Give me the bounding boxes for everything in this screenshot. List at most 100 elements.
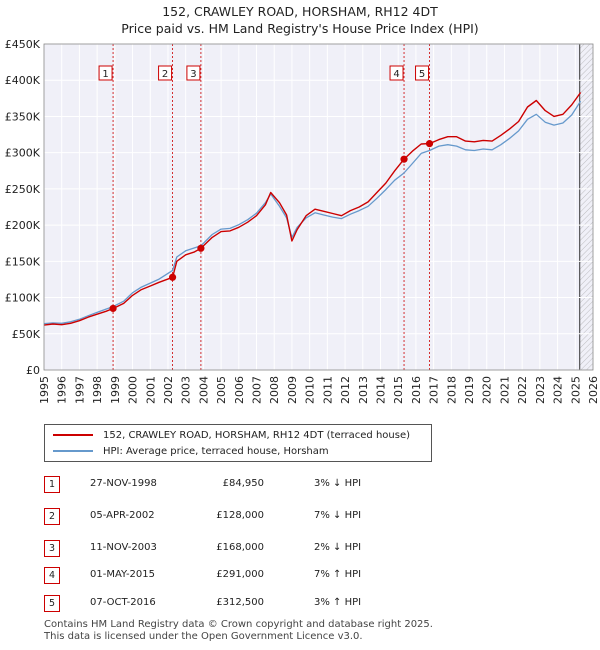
y-tick-label: £0: [26, 364, 40, 377]
sale-row: 5 07-OCT-2016 £312,500 3% ↑ HPI: [44, 593, 384, 613]
x-tick-label: 2019: [463, 376, 476, 404]
hpi-line: [43, 100, 582, 325]
sale-label-text: 3: [190, 69, 196, 80]
sale-hpi-relation: 7% ↓ HPI: [314, 510, 362, 521]
sale-price: £168,000: [216, 542, 264, 553]
sale-row: 2 05-APR-2002 £128,000 7% ↓ HPI: [44, 506, 384, 526]
sale-number-badge: 3: [44, 540, 60, 557]
chart-plot: £0 £50K £100K £150K £200K £250K £300K £350K £400…: [5, 38, 600, 404]
x-tick-label: 2001: [144, 376, 157, 404]
sale-price: £128,000: [216, 510, 264, 521]
x-tick-label: 2013: [357, 376, 370, 404]
x-tick-label: 2022: [516, 376, 529, 404]
sale-label-text: 2: [162, 69, 168, 80]
x-tick-label: 2010: [304, 376, 317, 404]
sale-label-box: [186, 65, 201, 81]
footer-attribution: Contains HM Land Registry data © Crown c…: [44, 619, 433, 643]
sale-point: [400, 155, 408, 163]
plot-background: [44, 44, 593, 370]
sale-row: 1 27-NOV-1998 £84,950 3% ↓ HPI: [44, 474, 384, 494]
sale-date: 11-NOV-2003: [90, 542, 157, 553]
x-tick-label: 2020: [481, 376, 494, 404]
y-tick-label: £250K: [5, 183, 41, 196]
sale-label-text: 1: [102, 69, 108, 80]
property-price-line: [43, 92, 582, 326]
sale-label-box: [158, 65, 173, 81]
x-tick-label: 2005: [215, 376, 228, 404]
forecast-hatch: [579, 44, 593, 370]
x-tick-label: 2017: [428, 376, 441, 404]
x-tick-label: 2007: [251, 376, 264, 404]
y-tick-label: £450K: [5, 38, 41, 51]
sale-point: [197, 244, 205, 252]
x-tick-label: 2026: [587, 376, 600, 404]
sale-label-text: 4: [393, 69, 399, 80]
sale-price: £312,500: [216, 597, 264, 608]
x-tick-label: 2023: [534, 376, 547, 404]
y-tick-label: £300K: [5, 147, 41, 160]
sale-label-box: [415, 65, 430, 81]
plot-border: [43, 43, 594, 371]
x-tick-label: 2025: [569, 376, 582, 404]
sale-point: [109, 304, 117, 313]
sale-hpi-relation: 2% ↓ HPI: [314, 542, 362, 553]
sale-number-badge: 2: [44, 508, 60, 525]
x-tick-label: 2012: [339, 376, 352, 404]
legend-item-property: 152, CRAWLEY ROAD, HORSHAM, RH12 4DT (te…: [53, 427, 410, 443]
sale-hpi-relation: 7% ↑ HPI: [314, 569, 362, 580]
sale-point: [168, 273, 177, 281]
sale-label-text: 5: [419, 69, 425, 80]
sale-date: 01-MAY-2015: [90, 569, 156, 580]
x-tick-label: 2011: [321, 376, 334, 404]
legend-label-property: 152, CRAWLEY ROAD, HORSHAM, RH12 4DT (te…: [103, 429, 411, 441]
x-tick-label: 1998: [91, 376, 104, 404]
sale-label-box: [389, 65, 404, 81]
x-tick-label: 2014: [374, 376, 387, 404]
chart-subtitle: Price paid vs. HM Land Registry's House …: [121, 21, 479, 36]
x-tick-label: 2021: [498, 376, 511, 404]
sale-hpi-relation: 3% ↓ HPI: [314, 478, 362, 489]
x-tick-label: 1999: [109, 376, 122, 404]
sale-row: 4 01-MAY-2015 £291,000 7% ↑ HPI: [44, 565, 384, 585]
x-tick-label: 2004: [197, 376, 210, 404]
y-tick-label: £350K: [5, 110, 41, 123]
x-tick-label: 2018: [445, 376, 458, 404]
sale-hpi-relation: 3% ↑ HPI: [314, 597, 362, 608]
footer-license: This data is licensed under the Open Gov…: [44, 631, 363, 642]
y-tick-label: £400K: [5, 74, 41, 87]
legend-swatch-hpi: [53, 450, 93, 452]
sale-label-box: [98, 65, 113, 81]
y-tick-label: £200K: [5, 219, 41, 232]
y-tick-label: £150K: [5, 255, 41, 268]
x-tick-label: 2002: [162, 376, 175, 404]
sale-price: £84,950: [222, 478, 264, 489]
x-tick-label: 2015: [392, 376, 405, 404]
legend-swatch-property: [53, 434, 93, 436]
chart-title: 152, CRAWLEY ROAD, HORSHAM, RH12 4DT: [162, 4, 438, 19]
x-tick-label: 2024: [552, 376, 565, 404]
sale-number-badge: 1: [44, 476, 60, 493]
footer-copyright: Contains HM Land Registry data © Crown c…: [44, 619, 433, 630]
x-tick-label: 2000: [127, 376, 140, 404]
x-tick-label: 1996: [56, 376, 69, 404]
sale-price: £291,000: [216, 569, 264, 580]
sale-date: 27-NOV-1998: [90, 478, 157, 489]
x-tick-label: 2008: [268, 376, 281, 404]
legend-label-hpi: HPI: Average price, terraced house, Hors…: [103, 445, 329, 457]
sale-number-badge: 4: [44, 567, 60, 584]
x-tick-label: 2003: [180, 376, 193, 404]
legend-item-hpi: HPI: Average price, terraced house, Hors…: [53, 443, 329, 459]
x-tick-label: 2009: [286, 376, 299, 404]
sale-date: 05-APR-2002: [90, 510, 155, 521]
legend: 152, CRAWLEY ROAD, HORSHAM, RH12 4DT (te…: [44, 424, 432, 462]
sale-point: [425, 140, 434, 148]
sale-date: 07-OCT-2016: [90, 597, 156, 608]
x-tick-label: 2006: [233, 376, 246, 404]
sale-number-badge: 5: [44, 595, 60, 612]
x-tick-label: 2016: [410, 376, 423, 404]
x-tick-label: 1995: [38, 376, 51, 404]
sale-row: 3 11-NOV-2003 £168,000 2% ↓ HPI: [44, 538, 384, 558]
y-tick-label: £50K: [12, 328, 41, 341]
y-tick-label: £100K: [5, 292, 41, 305]
x-tick-label: 1997: [73, 376, 86, 404]
